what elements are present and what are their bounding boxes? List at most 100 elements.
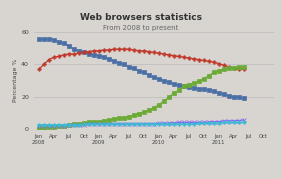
Internet Explorer <box>187 86 190 88</box>
Firefox <box>242 68 245 70</box>
Firefox <box>222 64 225 66</box>
Chrome <box>227 67 230 69</box>
Safari <box>127 123 130 125</box>
Chrome <box>182 85 185 87</box>
Firefox <box>127 48 130 50</box>
Internet Explorer <box>127 66 130 68</box>
Safari <box>137 123 140 125</box>
Opera <box>212 122 215 124</box>
Safari <box>37 125 41 127</box>
Opera <box>242 121 245 124</box>
Safari <box>187 121 190 124</box>
Chrome <box>77 123 80 125</box>
Safari <box>87 123 91 125</box>
Chrome <box>47 126 50 128</box>
Chrome <box>132 114 135 116</box>
Internet Explorer <box>182 85 185 87</box>
Opera <box>37 124 41 126</box>
Chrome <box>137 112 140 115</box>
Safari <box>117 123 120 125</box>
Opera <box>197 122 200 124</box>
Firefox <box>52 56 56 58</box>
Chrome <box>177 89 180 91</box>
Internet Explorer <box>237 96 240 98</box>
Chrome <box>72 123 76 125</box>
Chrome <box>222 68 225 70</box>
Line: Internet Explorer: Internet Explorer <box>37 37 245 100</box>
Firefox <box>37 68 41 70</box>
Firefox <box>237 68 240 70</box>
Chrome <box>117 117 120 120</box>
Safari <box>237 119 240 122</box>
Internet Explorer <box>217 91 220 94</box>
Safari <box>207 121 210 123</box>
Opera <box>147 123 150 125</box>
Internet Explorer <box>77 50 80 52</box>
Firefox <box>92 50 95 52</box>
Firefox <box>147 50 150 53</box>
Firefox <box>227 66 230 68</box>
Chrome <box>242 66 245 68</box>
Safari <box>102 123 105 125</box>
Internet Explorer <box>142 71 146 74</box>
Opera <box>42 124 45 126</box>
Line: Safari: Safari <box>37 118 245 127</box>
Safari <box>217 121 220 123</box>
Firefox <box>162 53 165 55</box>
Firefox <box>117 48 120 50</box>
Safari <box>157 122 160 124</box>
Firefox <box>177 55 180 57</box>
Chrome <box>37 127 41 129</box>
Chrome <box>87 121 91 124</box>
Chrome <box>157 104 160 106</box>
Opera <box>97 123 100 125</box>
Internet Explorer <box>67 45 70 47</box>
Line: Chrome: Chrome <box>37 65 245 130</box>
Firefox <box>57 55 61 57</box>
Internet Explorer <box>212 90 215 92</box>
Safari <box>112 123 115 125</box>
Firefox <box>87 50 91 53</box>
Chrome <box>172 92 175 95</box>
Internet Explorer <box>242 97 245 99</box>
Chrome <box>152 107 155 109</box>
Firefox <box>192 58 195 60</box>
Chrome <box>82 122 85 124</box>
Opera <box>72 124 76 126</box>
Opera <box>67 124 70 126</box>
Opera <box>127 123 130 125</box>
Chrome <box>67 124 70 126</box>
Safari <box>147 123 150 125</box>
Opera <box>102 123 105 125</box>
Safari <box>122 123 125 125</box>
Safari <box>42 125 45 127</box>
Opera <box>57 124 61 126</box>
Safari <box>132 123 135 125</box>
Safari <box>162 122 165 124</box>
Firefox <box>197 59 200 61</box>
Firefox <box>67 53 70 55</box>
Text: Web browsers statistics: Web browsers statistics <box>80 13 202 21</box>
Chrome <box>57 125 61 127</box>
Firefox <box>152 51 155 53</box>
Chrome <box>212 71 215 74</box>
Opera <box>207 122 210 124</box>
Internet Explorer <box>147 74 150 76</box>
Safari <box>232 120 235 122</box>
Opera <box>237 121 240 124</box>
Opera <box>177 123 180 125</box>
Firefox <box>172 54 175 57</box>
Opera <box>192 123 195 125</box>
Opera <box>47 124 50 126</box>
Internet Explorer <box>192 87 195 89</box>
Internet Explorer <box>87 53 91 55</box>
Safari <box>52 125 56 127</box>
Firefox <box>187 57 190 59</box>
Internet Explorer <box>42 38 45 40</box>
Safari <box>222 120 225 122</box>
Chrome <box>112 118 115 120</box>
Safari <box>107 123 111 125</box>
Safari <box>67 124 70 126</box>
Opera <box>157 123 160 125</box>
Chrome <box>62 125 65 127</box>
